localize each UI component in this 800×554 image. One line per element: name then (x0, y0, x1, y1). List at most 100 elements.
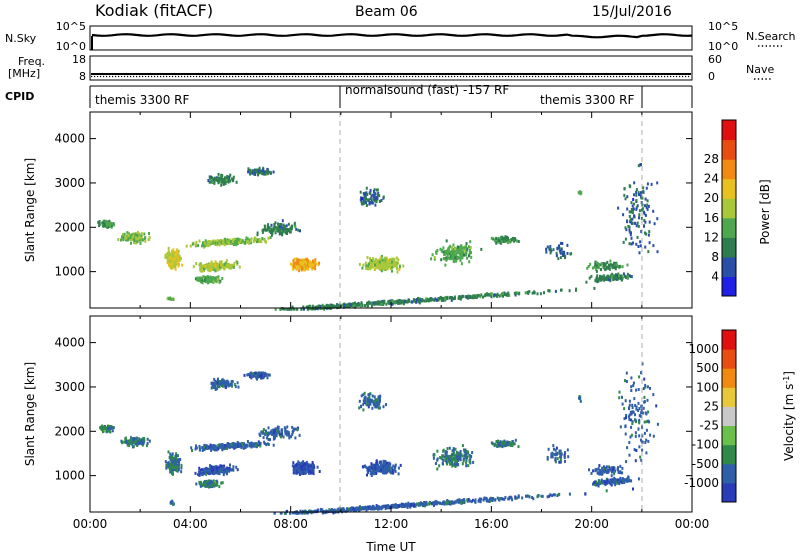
velocity-data-point (632, 381, 635, 385)
velocity-data-point (375, 405, 378, 409)
power-data-point (656, 217, 659, 221)
power-data-point (344, 304, 347, 308)
power-data-point (281, 233, 284, 237)
power-data-point (374, 203, 377, 207)
velocity-data-point (235, 465, 238, 469)
velocity-data-point (262, 371, 265, 375)
power-data-point (468, 248, 471, 252)
velocity-data-point (209, 443, 212, 447)
power-data-point (263, 238, 266, 242)
power-data-point (177, 249, 180, 253)
power-data-point (563, 250, 566, 254)
velocity-data-point (599, 481, 602, 485)
velocity-data-point (452, 447, 455, 451)
power-data-point (223, 263, 226, 267)
power-data-point (135, 241, 138, 245)
velocity-data-point (246, 444, 249, 448)
velocity-data-point (616, 467, 619, 471)
power-data-point (332, 305, 335, 309)
velocity-data-point (373, 464, 376, 468)
velocity-data-point (369, 398, 372, 402)
velocity-data-point (293, 469, 296, 473)
power-data-point (391, 257, 394, 261)
velocity-data-point (631, 406, 634, 410)
velocity-data-point (363, 391, 366, 395)
velocity-data-point (253, 374, 256, 378)
power-data-point (291, 267, 294, 271)
velocity-data-point (232, 465, 235, 469)
power-data-point (620, 278, 623, 282)
power-data-point (283, 225, 286, 229)
power-data-point (638, 213, 641, 217)
velocity-data-point (397, 466, 400, 470)
power-data-point (549, 245, 552, 248)
velocity-data-point (619, 470, 622, 474)
velocity-data-point (130, 436, 133, 440)
power-data-point (431, 253, 434, 257)
velocity-data-point (224, 470, 226, 474)
velocity-data-point (630, 385, 633, 389)
power-data-point (278, 230, 281, 234)
power-data-point (281, 229, 284, 233)
velocity-data-point (510, 442, 513, 446)
velocity-data-point (180, 463, 183, 467)
power-data-point (198, 278, 200, 282)
power-data-point (369, 192, 372, 195)
velocity-data-point (215, 448, 218, 452)
power-data-point (228, 179, 231, 183)
power-data-point (374, 266, 377, 270)
velocity-data-point (442, 462, 444, 466)
velocity-data-point (255, 375, 258, 379)
power-data-point (603, 264, 605, 268)
power-data-point (387, 261, 389, 265)
velocity-data-point (645, 438, 648, 442)
velocity-data-point (296, 464, 299, 467)
velocity-data-point (643, 395, 646, 399)
power-data-point (460, 262, 463, 266)
velocity-data-point (246, 440, 249, 443)
power-data-point (546, 245, 549, 249)
velocity-data-point (454, 458, 457, 462)
power-data-point (647, 204, 650, 208)
velocity-data-point (267, 431, 270, 435)
power-data-point (628, 230, 631, 234)
power-data-point (133, 239, 136, 243)
power-data-point (305, 265, 308, 269)
power-data-point (226, 240, 229, 244)
power-data-point (648, 220, 651, 224)
velocity-data-point (621, 477, 624, 480)
power-data-point (369, 301, 372, 305)
velocity-data-point (212, 472, 215, 476)
power-data-point (265, 170, 268, 174)
power-data-point (317, 304, 320, 308)
velocity-data-point (309, 466, 311, 470)
power-data-point (623, 274, 626, 278)
power-data-point (244, 239, 247, 242)
velocity-data-point (259, 444, 262, 448)
power-data-point (224, 181, 227, 185)
power-data-point (629, 220, 632, 224)
power-data-point (605, 275, 608, 279)
power-data-point (285, 230, 288, 234)
velocity-data-point (452, 463, 455, 467)
power-data-point (279, 225, 281, 229)
power-data-point (469, 240, 472, 244)
power-data-point (445, 252, 448, 256)
power-data-point (402, 264, 405, 268)
velocity-data-point (252, 443, 255, 447)
velocity-data-point (311, 461, 314, 464)
power-data-point (440, 258, 443, 262)
power-data-point (250, 241, 252, 245)
velocity-data-point (649, 386, 651, 390)
power-data-point (407, 299, 410, 303)
velocity-data-point (556, 451, 559, 455)
velocity-data-point (257, 440, 260, 444)
power-data-point (450, 252, 453, 255)
velocity-data-point (179, 458, 182, 461)
velocity-data-point (201, 468, 204, 472)
power-data-point (451, 246, 453, 250)
power-data-point (360, 200, 363, 204)
velocity-data-point (627, 415, 630, 419)
velocity-data-point (624, 432, 627, 436)
velocity-data-point (312, 465, 315, 469)
